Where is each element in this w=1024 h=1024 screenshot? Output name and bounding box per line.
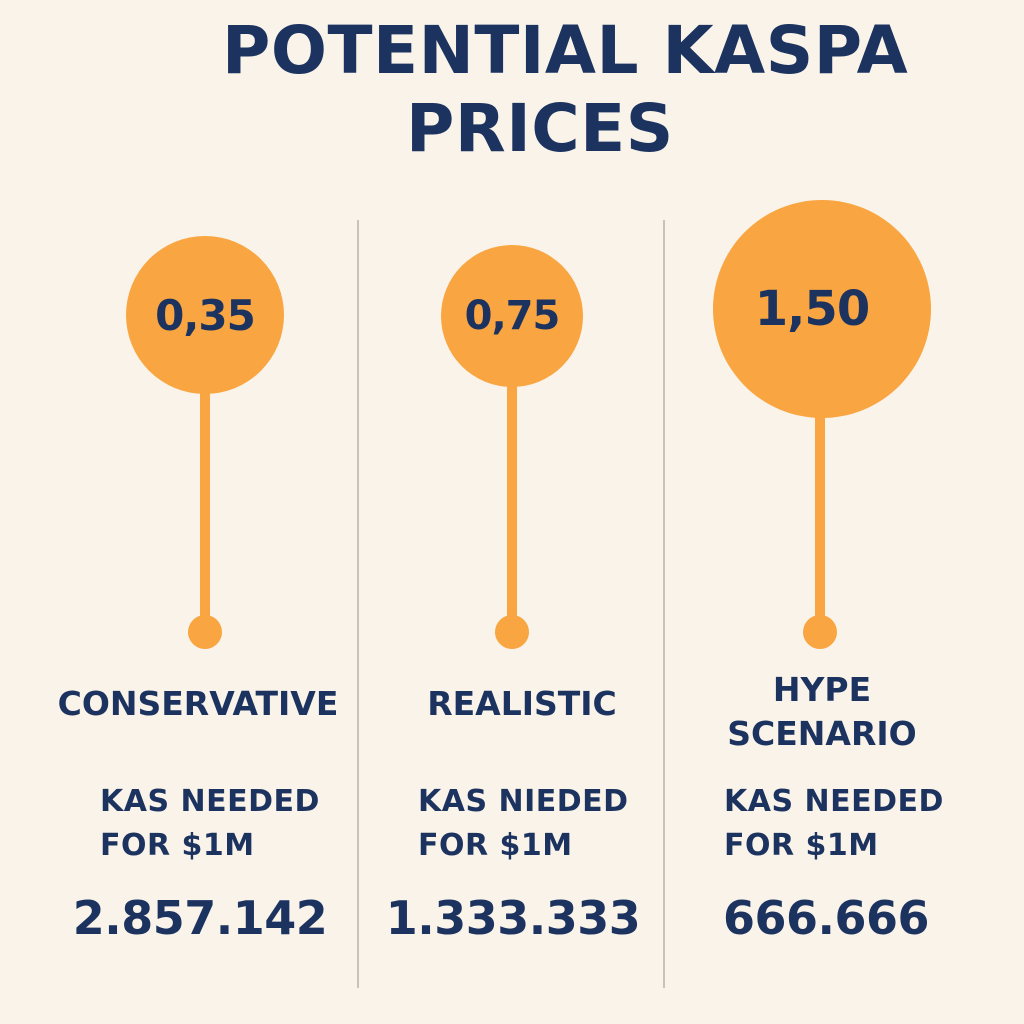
kas-needed-line2: FOR $1M: [724, 828, 879, 863]
column-divider: [357, 220, 359, 988]
scenario-label: REALISTIC: [372, 682, 672, 726]
scenario-label-line1: HYPE: [772, 670, 872, 709]
price-value: 0,75: [464, 293, 561, 339]
kas-amount: 2.857.142: [72, 891, 328, 945]
scenario-label: CONSERVATIVE: [50, 682, 346, 726]
lollipop-stem: [200, 370, 210, 632]
price-circle: 0,35: [126, 236, 284, 394]
kas-needed-label: KAS NIEDED FOR $1M: [418, 780, 629, 868]
kas-needed-line1: KAS NEEDED: [100, 784, 320, 819]
price-value: 0,35: [155, 290, 256, 340]
kas-needed-line2: FOR $1M: [100, 828, 255, 863]
lollipop-dot: [803, 615, 837, 649]
column-divider: [663, 220, 665, 988]
price-value: 1,50: [754, 281, 870, 337]
price-circle: 0,75: [441, 245, 583, 387]
scenario-label: HYPE SCENARIO: [680, 668, 964, 756]
price-circle: 1,50: [713, 200, 931, 418]
scenario-label-line1: CONSERVATIVE: [57, 684, 339, 723]
lollipop-dot: [495, 615, 529, 649]
title-line-1: POTENTIAL KASPA: [222, 12, 909, 89]
lollipop-dot: [188, 615, 222, 649]
scenario-label-line1: REALISTIC: [427, 684, 617, 723]
kas-amount: 1.333.333: [385, 891, 641, 945]
lollipop-stem: [507, 370, 517, 632]
title-line-2: PRICES: [406, 90, 674, 167]
kas-needed-label: KAS NEEDED FOR $1M: [100, 780, 320, 868]
kas-needed-line2: FOR $1M: [418, 828, 573, 863]
lollipop-stem: [815, 400, 825, 632]
kas-needed-line1: KAS NEEDED: [724, 784, 944, 819]
kas-needed-label: KAS NEEDED FOR $1M: [724, 780, 944, 868]
kas-needed-line1: KAS NIEDED: [418, 784, 629, 819]
scenario-label-line2: SCENARIO: [727, 714, 917, 753]
kas-amount: 666.666: [722, 891, 930, 945]
